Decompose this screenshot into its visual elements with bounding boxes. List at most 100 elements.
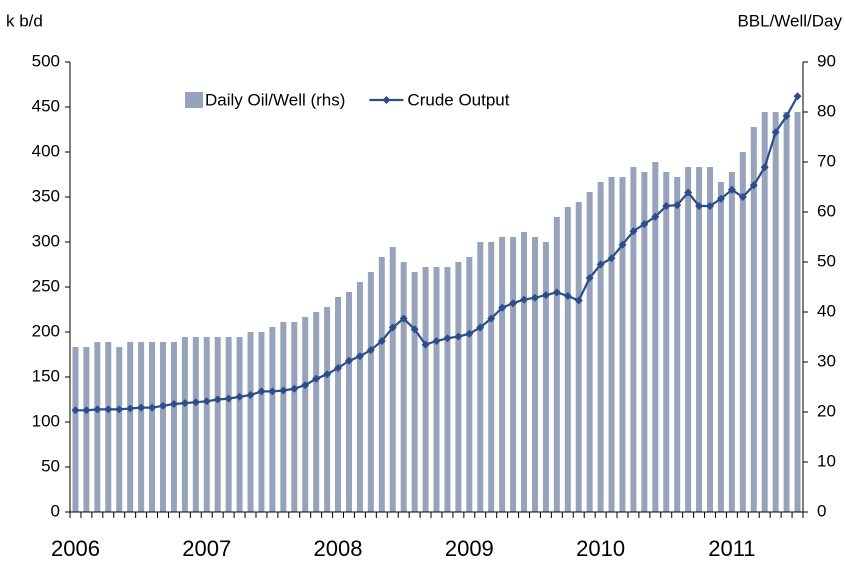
bar <box>794 112 801 512</box>
legend-label: Crude Output <box>407 90 509 109</box>
bar <box>488 242 495 512</box>
marker <box>290 384 299 393</box>
bar <box>159 342 166 512</box>
bar <box>181 337 188 512</box>
bar <box>302 317 309 512</box>
bar <box>400 262 407 512</box>
bar <box>236 337 243 512</box>
marker <box>618 240 627 249</box>
bar <box>367 272 374 512</box>
bar <box>138 342 145 512</box>
marker <box>235 392 244 401</box>
bar <box>94 342 101 512</box>
y2-tick-label: 0 <box>817 501 826 520</box>
bar <box>564 207 571 512</box>
bar <box>619 177 626 512</box>
marker <box>355 352 364 361</box>
marker <box>104 405 113 414</box>
legend-marker <box>382 96 391 104</box>
marker <box>366 346 375 354</box>
y-tick-label: 250 <box>32 276 60 295</box>
marker <box>126 404 135 413</box>
marker <box>607 254 616 263</box>
y2-axis-title: BBL/Well/Day <box>737 11 842 30</box>
marker <box>695 202 704 210</box>
marker <box>793 92 802 101</box>
y-tick-label: 300 <box>32 231 60 250</box>
marker <box>738 193 747 201</box>
y-tick-label: 0 <box>51 501 60 520</box>
marker <box>760 163 769 172</box>
bar <box>105 342 112 512</box>
x-tick-label: 2007 <box>182 536 231 561</box>
y-tick-label: 100 <box>32 411 60 430</box>
bar <box>477 242 484 512</box>
marker <box>312 374 321 383</box>
bar <box>116 347 123 512</box>
marker <box>498 303 507 312</box>
bar <box>597 182 604 512</box>
bar <box>214 337 221 512</box>
marker <box>651 212 660 221</box>
marker <box>640 220 649 228</box>
marker <box>673 201 682 210</box>
bar <box>783 112 790 512</box>
marker <box>268 387 277 396</box>
bar <box>717 182 724 512</box>
bar <box>674 177 681 512</box>
marker <box>684 188 693 197</box>
marker <box>782 112 791 120</box>
bar <box>531 237 538 512</box>
bar <box>433 267 440 512</box>
marker <box>279 386 288 395</box>
bar <box>455 262 462 512</box>
marker <box>563 292 572 300</box>
bar <box>258 332 265 512</box>
y-tick-label: 400 <box>32 141 60 160</box>
marker <box>706 202 715 210</box>
x-tick-label: 2010 <box>576 536 625 561</box>
bar <box>269 327 276 512</box>
marker <box>421 340 430 349</box>
bar <box>521 232 528 512</box>
marker <box>115 405 124 414</box>
bar <box>378 257 385 512</box>
bar <box>772 112 779 512</box>
bar <box>192 337 199 512</box>
y-tick-label: 450 <box>32 96 60 115</box>
bar <box>685 167 692 512</box>
y2-tick-label: 30 <box>817 351 836 370</box>
y-axis-title: k b/d <box>6 11 43 30</box>
bar <box>466 257 473 512</box>
bar <box>389 247 396 512</box>
marker <box>487 314 496 323</box>
x-tick-label: 2006 <box>51 536 100 561</box>
bar <box>356 282 363 512</box>
bar <box>225 337 232 512</box>
marker <box>93 405 102 414</box>
bar <box>761 112 768 512</box>
y-tick-label: 200 <box>32 321 60 340</box>
marker <box>388 323 397 332</box>
x-tick-label: 2008 <box>314 536 363 561</box>
marker <box>432 337 441 345</box>
y-tick-label: 50 <box>41 456 60 475</box>
bar <box>127 342 134 512</box>
bar <box>170 342 177 512</box>
marker <box>334 364 343 372</box>
marker <box>213 395 222 404</box>
y2-tick-label: 50 <box>817 251 836 270</box>
bar <box>247 332 254 512</box>
marker <box>520 295 529 304</box>
bar <box>335 297 342 512</box>
bar <box>553 217 560 512</box>
marker <box>180 399 189 408</box>
y-tick-label: 500 <box>32 51 60 70</box>
x-tick-label: 2011 <box>708 536 755 561</box>
bar <box>630 167 637 512</box>
y-tick-label: 150 <box>32 366 60 385</box>
marker <box>629 227 638 236</box>
bar <box>313 312 320 512</box>
marker <box>191 398 200 407</box>
